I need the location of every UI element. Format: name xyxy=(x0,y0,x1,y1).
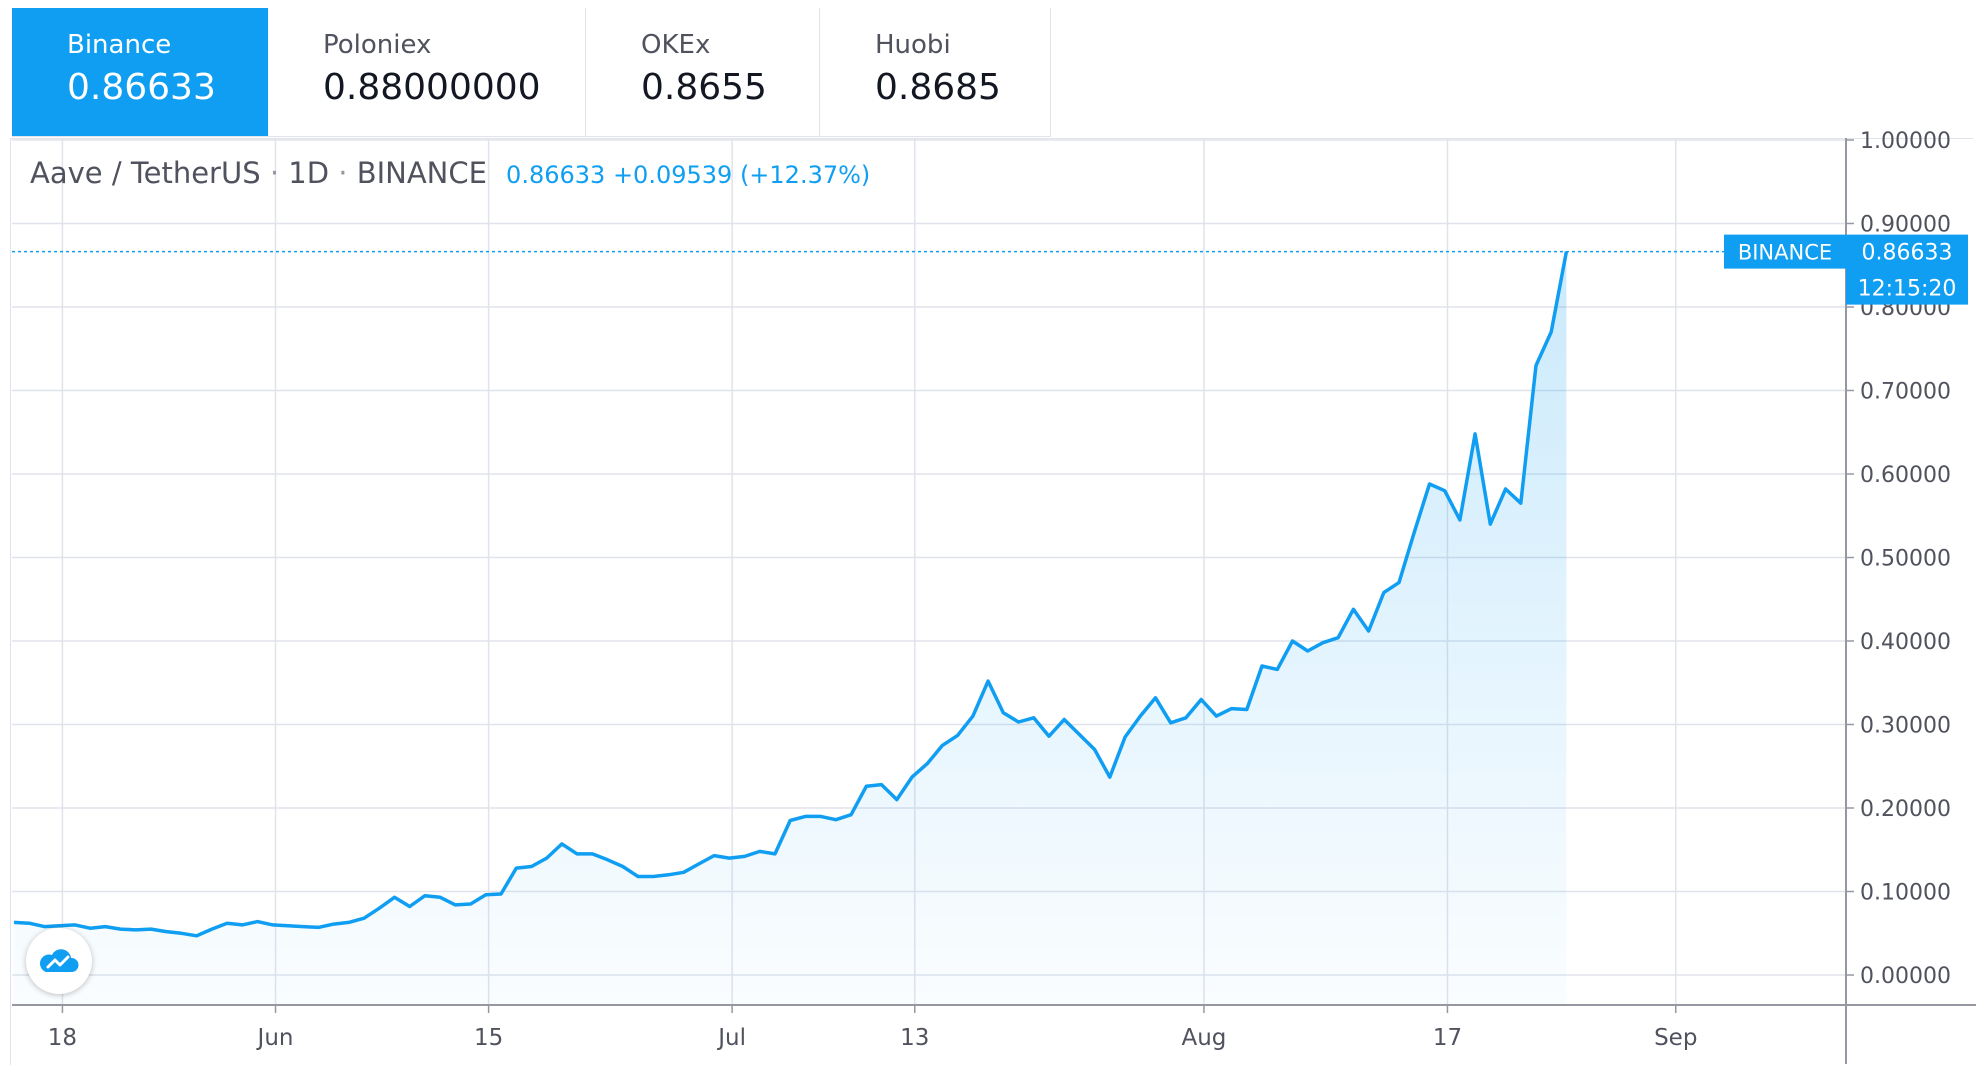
tab-price: 0.8655 xyxy=(641,67,767,108)
legend-exchange: BINANCE xyxy=(356,156,487,190)
tab-binance[interactable]: Binance 0.86633 xyxy=(12,8,268,136)
x-tick-label: Jul xyxy=(716,1025,746,1051)
x-tick-label: 15 xyxy=(474,1025,503,1051)
tab-price: 0.88000000 xyxy=(323,67,541,108)
x-tick-label: 17 xyxy=(1433,1025,1462,1051)
price-badge: BINANCE 0.86633 12:15:20 xyxy=(1724,234,1968,305)
y-tick-label: 0.00000 xyxy=(1860,964,1951,989)
exchange-badge xyxy=(1724,234,1846,269)
y-tick-label: 0.60000 xyxy=(1860,463,1951,488)
y-tick-label: 0.50000 xyxy=(1860,547,1951,572)
y-tick-label: 0.20000 xyxy=(1860,797,1951,822)
tab-name: Huobi xyxy=(875,30,951,60)
y-tick-label: 0.30000 xyxy=(1860,714,1951,739)
tradingview-cloud-logo[interactable] xyxy=(26,928,92,994)
last-price-label: 0.86633 xyxy=(1862,241,1953,266)
legend-last-price: 0.86633 xyxy=(506,161,606,189)
x-tick-label: Jun xyxy=(256,1025,294,1051)
legend-change-pct: (+12.37%) xyxy=(739,161,871,189)
x-tick-label: Aug xyxy=(1181,1025,1226,1051)
tab-name: OKEx xyxy=(641,30,711,60)
x-tick-label: 18 xyxy=(48,1025,77,1051)
price-line xyxy=(13,251,1569,938)
tab-name: Poloniex xyxy=(323,30,432,60)
legend-separator: · xyxy=(260,156,289,190)
tab-name: Binance xyxy=(67,30,172,60)
tab-huobi[interactable]: Huobi 0.8685 xyxy=(820,8,1051,136)
tab-poloniex[interactable]: Poloniex 0.88000000 xyxy=(268,8,586,136)
x-tick-label: Sep xyxy=(1654,1025,1697,1051)
y-tick-label: 0.40000 xyxy=(1860,630,1951,655)
cloud-chart-icon xyxy=(39,949,79,972)
tab-okex[interactable]: OKEx 0.8655 xyxy=(586,8,820,136)
chart-legend: Aave / TetherUS · 1D · BINANCE 0.86633 +… xyxy=(30,156,870,190)
y-tick-label: 1.00000 xyxy=(1860,129,1951,154)
y-tick-label: 0.70000 xyxy=(1860,380,1951,405)
legend-change: +0.09539 xyxy=(612,161,733,189)
countdown-label: 12:15:20 xyxy=(1858,277,1957,302)
legend-separator: · xyxy=(329,156,357,190)
chart-frame xyxy=(10,138,1973,1065)
time-axis[interactable]: 18 Jun 15 Jul 13 Aug 17 Sep xyxy=(12,1004,1976,1051)
legend-interval: 1D xyxy=(288,156,330,190)
exchange-badge-label: BINANCE xyxy=(1738,241,1832,265)
x-tick-label: 13 xyxy=(900,1025,929,1051)
y-tick-label: 0.10000 xyxy=(1860,881,1951,906)
price-area xyxy=(14,251,1567,1006)
tab-price: 0.8685 xyxy=(875,67,1001,108)
tab-price: 0.86633 xyxy=(67,67,216,108)
exchange-tabs: Binance 0.86633 Poloniex 0.88000000 OKEx… xyxy=(12,8,1051,137)
y-tick-label: 0.90000 xyxy=(1860,213,1951,238)
last-price-badge xyxy=(1846,234,1968,305)
legend-symbol: Aave / TetherUS xyxy=(30,156,261,190)
